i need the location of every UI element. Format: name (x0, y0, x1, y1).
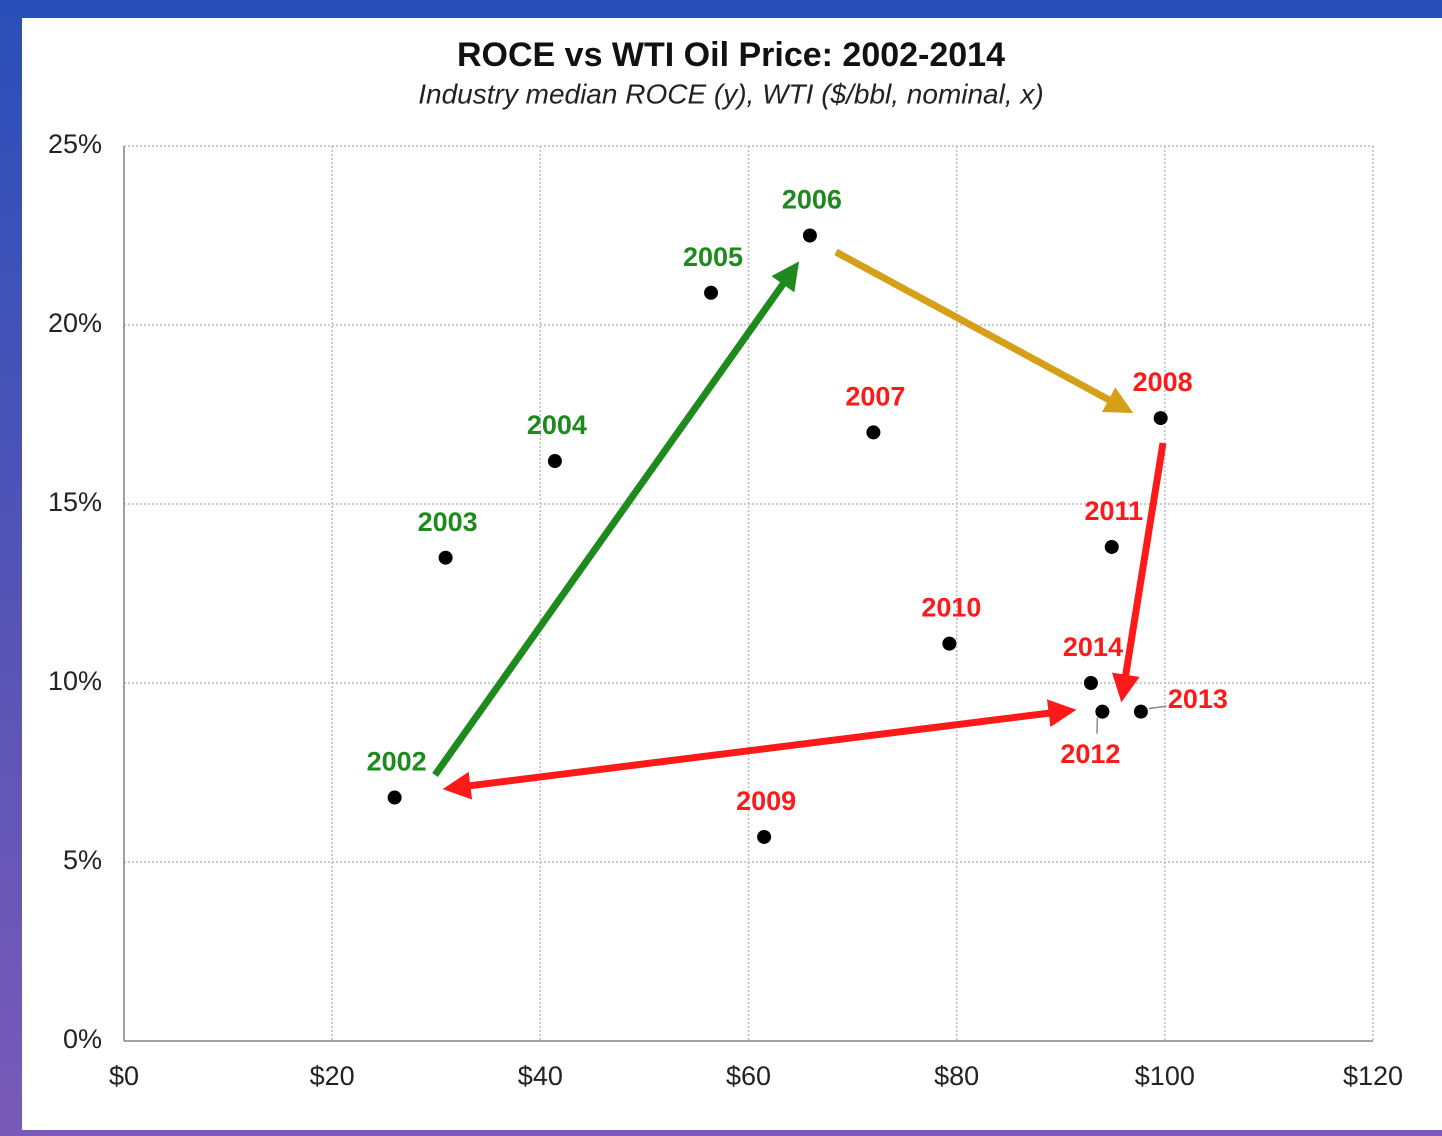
point (387, 790, 402, 805)
x-tick-label: $80 (934, 1061, 979, 1091)
point-label: 2006 (782, 185, 842, 215)
grid (123, 145, 1374, 1042)
point (942, 636, 957, 651)
arrow (432, 261, 800, 778)
point-label: 2014 (1063, 632, 1123, 662)
point-label: 2005 (683, 242, 743, 272)
chart-title: ROCE vs WTI Oil Price: 2002-2014 (457, 36, 1005, 74)
y-tick-label: 10% (48, 666, 102, 696)
panel (22, 18, 1442, 1130)
point (802, 228, 817, 243)
arrow (442, 699, 1077, 800)
point (866, 425, 881, 440)
point (438, 550, 453, 565)
point (704, 285, 719, 300)
point (1133, 704, 1148, 719)
point-label: 2002 (367, 747, 427, 777)
point-label: 2007 (845, 382, 905, 412)
leader-line (1148, 705, 1167, 710)
point-label: 2012 (1060, 739, 1120, 769)
x-tick-label: $20 (310, 1061, 355, 1091)
point-label: 2011 (1084, 496, 1143, 526)
y-tick-label: 15% (48, 487, 102, 517)
arrow (1111, 442, 1167, 703)
chart-subtitle: Industry median ROCE (y), WTI ($/bbl, no… (418, 78, 1044, 109)
point-label: 2013 (1168, 684, 1228, 714)
point-label: 2008 (1133, 367, 1193, 397)
y-tick-label: 20% (48, 308, 102, 338)
x-tick-label: $0 (109, 1061, 139, 1091)
point-label: 2003 (418, 507, 478, 537)
point (1083, 676, 1098, 690)
point (1104, 539, 1119, 554)
arrows (432, 248, 1167, 800)
x-tick-label: $100 (1135, 1061, 1195, 1091)
arrow (834, 248, 1134, 414)
point (1095, 704, 1110, 719)
x-tick-label: $40 (518, 1061, 563, 1091)
x-tick-label: $120 (1343, 1061, 1403, 1091)
point (757, 829, 772, 844)
y-tick-label: 0% (63, 1024, 102, 1054)
x-tick-label: $60 (726, 1061, 771, 1091)
y-tick-label: 25% (48, 129, 102, 159)
point-label: 2010 (921, 593, 981, 623)
point-label: 2009 (736, 786, 796, 816)
y-tick-label: 5% (63, 845, 102, 875)
point (547, 454, 562, 469)
point-label: 2004 (527, 410, 587, 440)
point (1153, 411, 1168, 426)
